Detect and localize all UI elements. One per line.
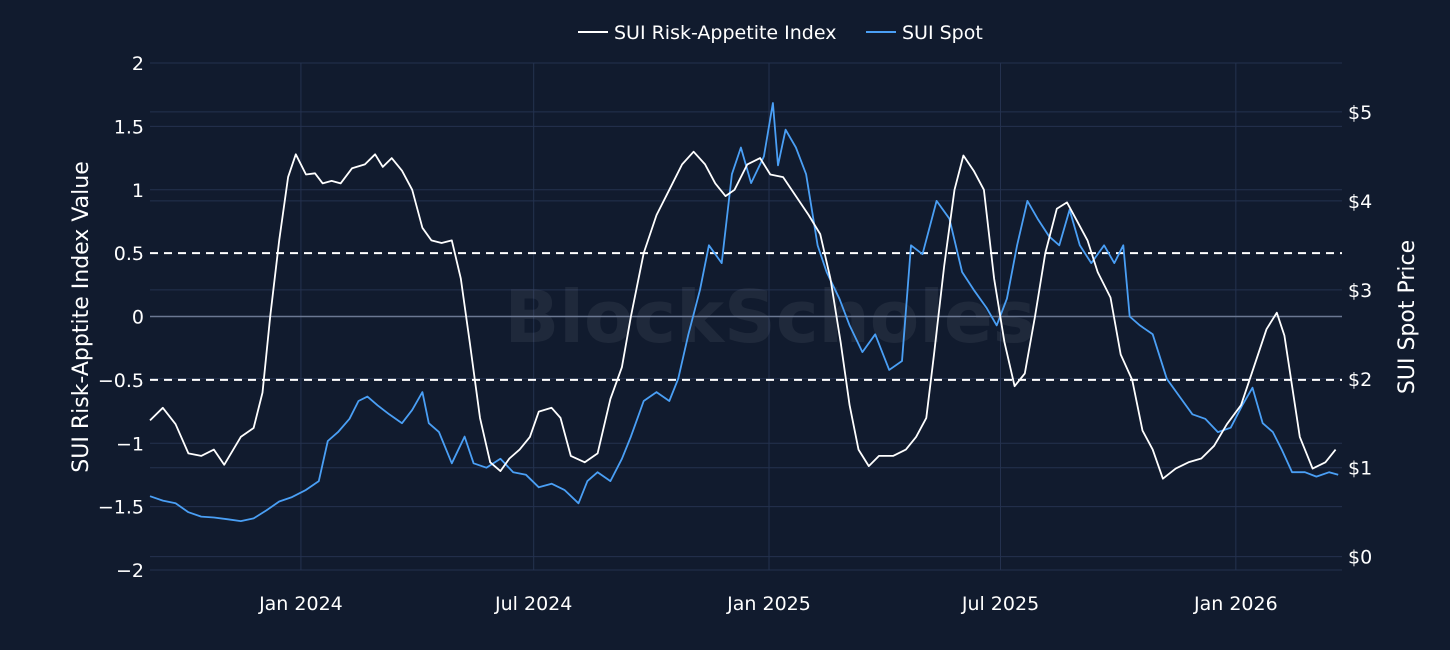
y-left-tick-label: 2 xyxy=(132,53,144,75)
y-right-tick-label: $1 xyxy=(1348,458,1372,480)
y-right-axis-title: SUI Spot Price xyxy=(1395,240,1420,394)
y-left-tick-label: −1 xyxy=(116,433,144,455)
tick-layer: 2 1.5 1 0.5 0 −0.5 −1 −1.5 −2 $0 $1 $2 $3 $4 $5 Jan 202… xyxy=(98,53,1372,615)
y-left-tick-label: 1 xyxy=(132,180,144,202)
y-left-tick-label: 1.5 xyxy=(114,116,144,138)
x-tick-label: Jan 2025 xyxy=(726,593,811,615)
series-line-index xyxy=(149,150,1337,480)
series-layer xyxy=(149,102,1339,522)
x-tick-label: Jan 2026 xyxy=(1193,593,1278,615)
y-left-tick-label: −1.5 xyxy=(98,497,144,519)
y-right-tick-label: $5 xyxy=(1348,102,1372,124)
y-right-tick-label: $4 xyxy=(1348,191,1372,213)
y-right-tick-label: $3 xyxy=(1348,280,1372,302)
x-tick-label: Jul 2025 xyxy=(961,593,1039,615)
series-line-spot xyxy=(149,102,1339,522)
y-left-tick-label: −0.5 xyxy=(98,370,144,392)
y-right-tick-label: $2 xyxy=(1348,369,1372,391)
y-left-tick-label: 0 xyxy=(132,307,144,329)
y-left-tick-label: −2 xyxy=(116,560,144,582)
legend: SUI Risk-Appetite Index SUI Spot xyxy=(578,22,983,44)
y-right-tick-label: $0 xyxy=(1348,547,1372,569)
legend-label-index: SUI Risk-Appetite Index xyxy=(614,22,836,44)
legend-label-spot: SUI Spot xyxy=(902,22,983,44)
y-left-tick-label: 0.5 xyxy=(114,243,144,265)
threshold-layer xyxy=(150,252,1342,381)
x-tick-label: Jul 2024 xyxy=(494,593,572,615)
x-tick-label: Jan 2024 xyxy=(258,593,343,615)
y-left-axis-title: SUI Risk-Apptite Index Value xyxy=(69,161,94,472)
